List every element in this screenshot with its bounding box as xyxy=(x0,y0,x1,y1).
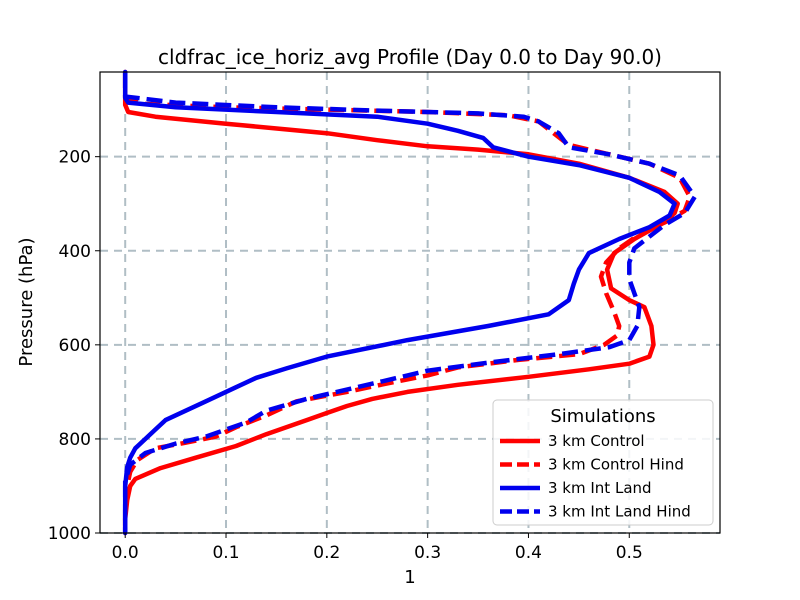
y-tick-label: 1000 xyxy=(48,524,91,544)
y-tick-label: 800 xyxy=(59,430,91,450)
legend-title: Simulations xyxy=(550,406,655,427)
x-tick-label: 0.0 xyxy=(112,543,139,563)
legend-label-3-km-control: 3 km Control xyxy=(548,432,645,450)
x-tick-label: 0.1 xyxy=(212,543,239,563)
series-line-3-km-control-hind xyxy=(122,72,693,533)
series-line-3-km-int-land-hind xyxy=(122,72,698,533)
y-tick-label: 400 xyxy=(59,242,91,262)
legend-label-3-km-int-land-hind: 3 km Int Land Hind xyxy=(548,503,691,521)
x-axis: 0.0 0.1 0.2 0.3 0.4 0.5 xyxy=(112,533,643,563)
x-axis-label: 1 xyxy=(404,567,415,588)
plot-frame xyxy=(99,71,721,534)
series-line-3-km-control xyxy=(122,69,680,536)
y-tick-label: 600 xyxy=(59,336,91,356)
legend-label-3-km-int-land: 3 km Int Land xyxy=(548,479,652,497)
legend-label-3-km-control-hind: 3 km Control Hind xyxy=(548,456,684,474)
x-tick-label: 0.4 xyxy=(515,543,542,563)
x-tick-label: 0.5 xyxy=(616,543,643,563)
y-axis-label: Pressure (hPa) xyxy=(16,237,37,366)
legend: Simulations 3 km Control 3 km Control Hin… xyxy=(492,399,714,526)
y-tick-label: 200 xyxy=(59,148,91,168)
legend-entries: 3 km Control 3 km Control Hind 3 km Int La… xyxy=(500,432,691,521)
x-tick-label: 0.3 xyxy=(414,543,441,563)
series-layer xyxy=(122,69,698,536)
y-axis: 200 400 600 800 1000 xyxy=(48,148,100,544)
x-tick-label: 0.2 xyxy=(313,543,340,563)
chart-title: cldfrac_ice_horiz_avg Profile (Day 0.0 t… xyxy=(158,45,662,69)
legend-box xyxy=(492,399,714,526)
series-line-3-km-int-land xyxy=(122,69,677,536)
